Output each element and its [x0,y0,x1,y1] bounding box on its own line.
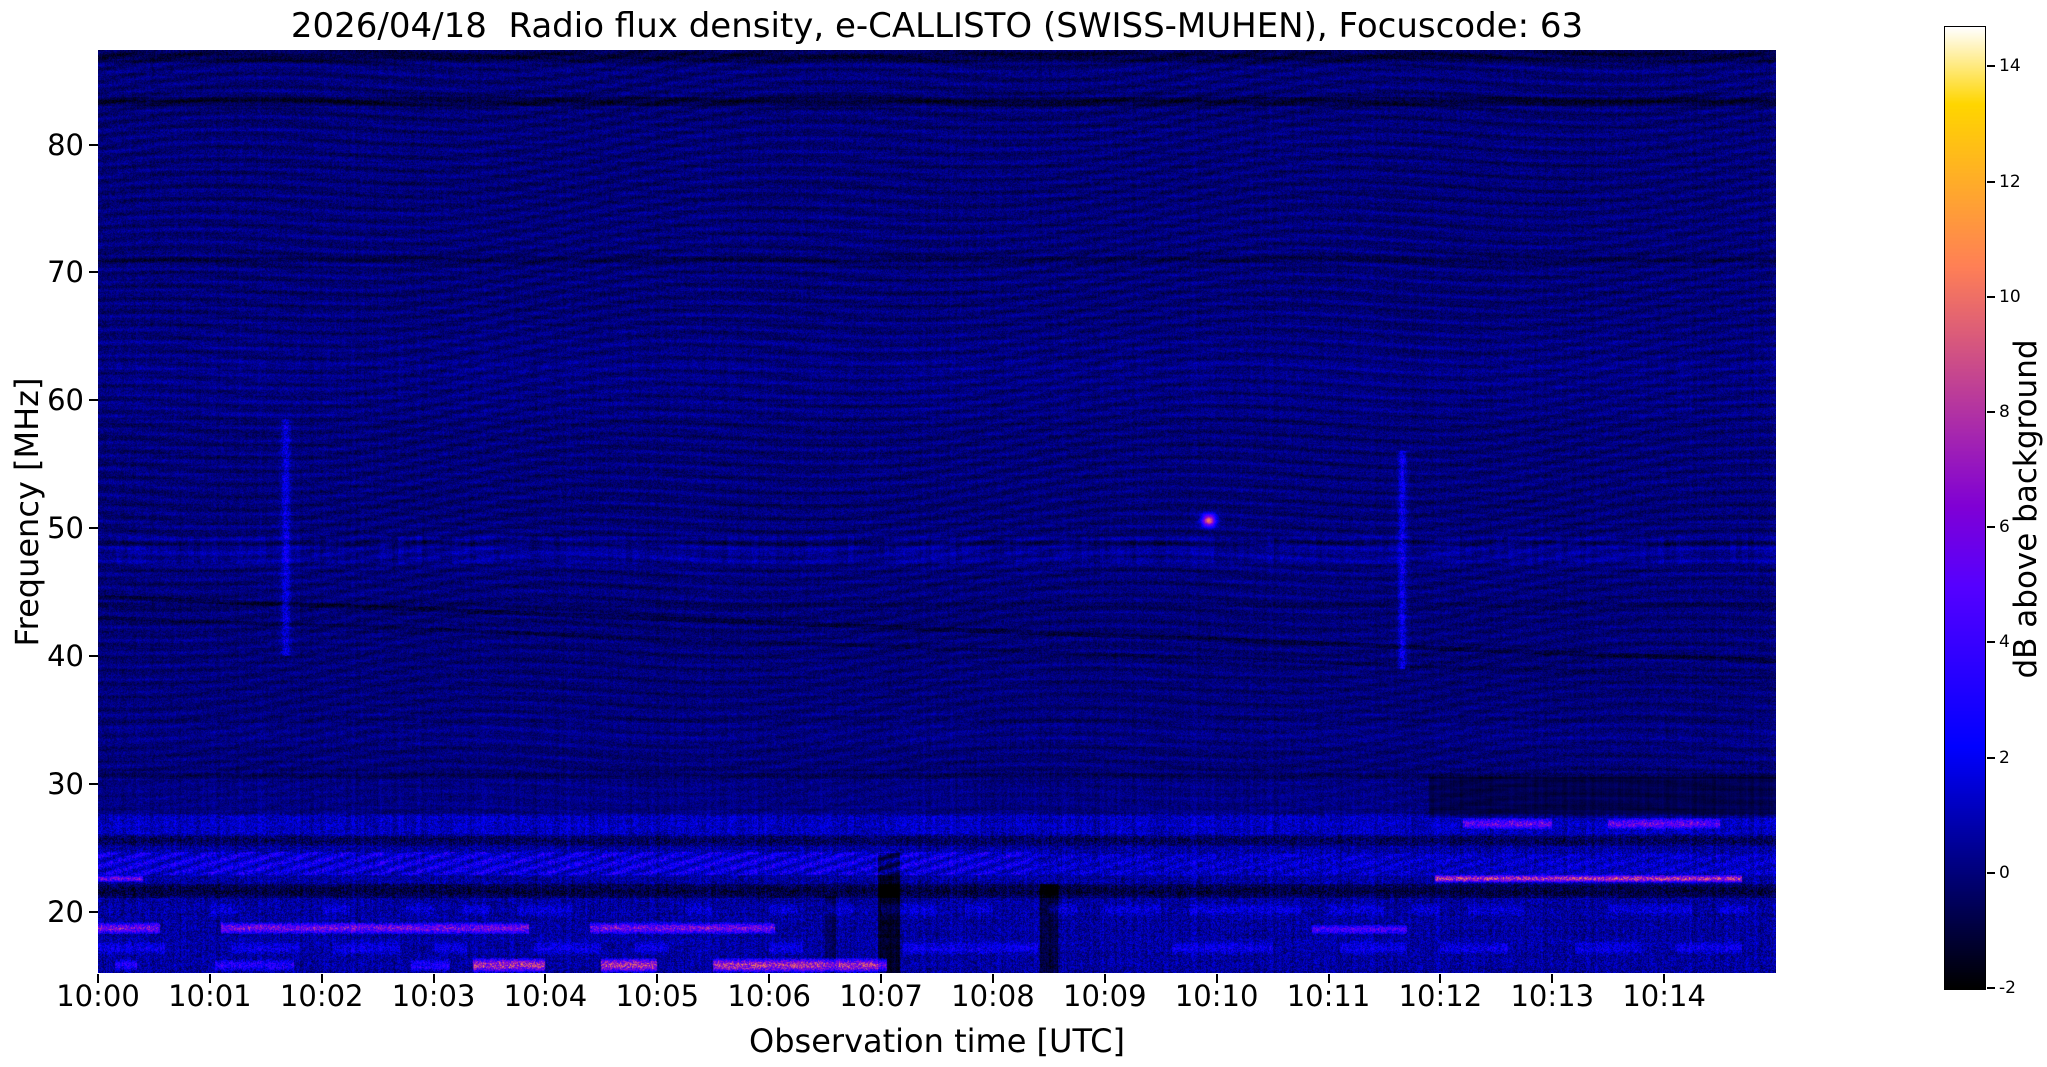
colorbar-tick-mark [1987,756,1995,759]
x-tick-mark [97,974,99,983]
x-tick-mark [1663,974,1666,983]
colorbar-tick-mark [1987,871,1995,874]
x-tick-label: 10:11 [1286,979,1371,1013]
colorbar-tick-mark [1987,295,1995,298]
x-tick-label: 10:02 [279,979,364,1013]
x-tick-mark [1551,974,1554,983]
x-axis-label: Observation time [UTC] [749,1022,1125,1060]
x-tick-label: 10:07 [839,979,923,1013]
x-tick-mark [1103,974,1106,983]
x-tick-mark [768,974,771,983]
y-tick-label: 60 [47,383,84,418]
x-tick-mark [1327,974,1330,983]
x-tick-label: 10:13 [1510,979,1595,1013]
y-tick-mark [89,271,98,274]
y-tick-mark [89,654,98,657]
x-tick-mark [656,974,659,983]
spectrogram-heatmap [98,50,1776,973]
x-tick-mark [1215,974,1218,983]
colorbar-tick-mark [1987,641,1995,644]
x-tick-label: 10:05 [615,979,700,1013]
x-tick-label: 10:12 [1398,979,1483,1013]
colorbar-tick-mark [1987,987,1995,989]
x-tick-label: 10:10 [1174,979,1259,1013]
x-tick-label: 10:14 [1622,979,1706,1013]
colorbar-label: dB above background [2008,339,2044,679]
y-tick-label: 20 [47,894,84,929]
x-tick-label: 10:03 [391,979,476,1013]
colorbar-tick-label: 10 [1999,286,2021,307]
x-tick-label: 10:08 [951,979,1035,1013]
y-tick-mark [89,910,98,913]
y-tick-label: 50 [47,511,84,546]
y-tick-mark [89,143,98,146]
x-tick-label: 10:01 [168,979,252,1013]
figure-title: 2026/04/18 Radio flux density, e-CALLIST… [290,6,1584,46]
x-tick-mark [208,974,211,983]
colorbar-tick-label: 0 [1999,862,2010,883]
y-tick-mark [89,782,98,785]
x-tick-mark [544,974,547,983]
y-tick-mark [89,527,98,530]
x-tick-label: 10:09 [1063,979,1147,1013]
colorbar-tick-mark [1987,65,1995,68]
x-tick-mark [432,974,435,983]
colorbar-tick-mark [1987,180,1995,183]
x-tick-label: 10:04 [503,979,588,1013]
colorbar-tick-label: 14 [1999,56,2021,77]
y-tick-label: 30 [47,766,84,801]
colorbar-tick-label: 6 [1999,517,2010,538]
x-tick-mark [1439,974,1442,983]
x-tick-mark [320,974,323,983]
y-tick-label: 80 [47,127,84,162]
colorbar-tick-label: 4 [1999,632,2010,653]
x-tick-label: 10:06 [727,979,811,1013]
y-tick-label: 70 [47,255,84,290]
colorbar-tick-label: 12 [1999,171,2021,192]
y-tick-mark [89,399,98,402]
colorbar-tick-label: 2 [1999,747,2010,768]
x-tick-mark [880,974,883,983]
colorbar [1944,26,1986,990]
colorbar-tick-mark [1987,526,1995,529]
colorbar-tick-label: 8 [1999,401,2010,422]
colorbar-tick-label: -2 [1999,978,2016,998]
colorbar-tick-mark [1987,410,1995,413]
x-tick-label: 10:00 [56,979,140,1013]
x-tick-mark [991,974,994,983]
y-tick-label: 40 [47,638,84,673]
